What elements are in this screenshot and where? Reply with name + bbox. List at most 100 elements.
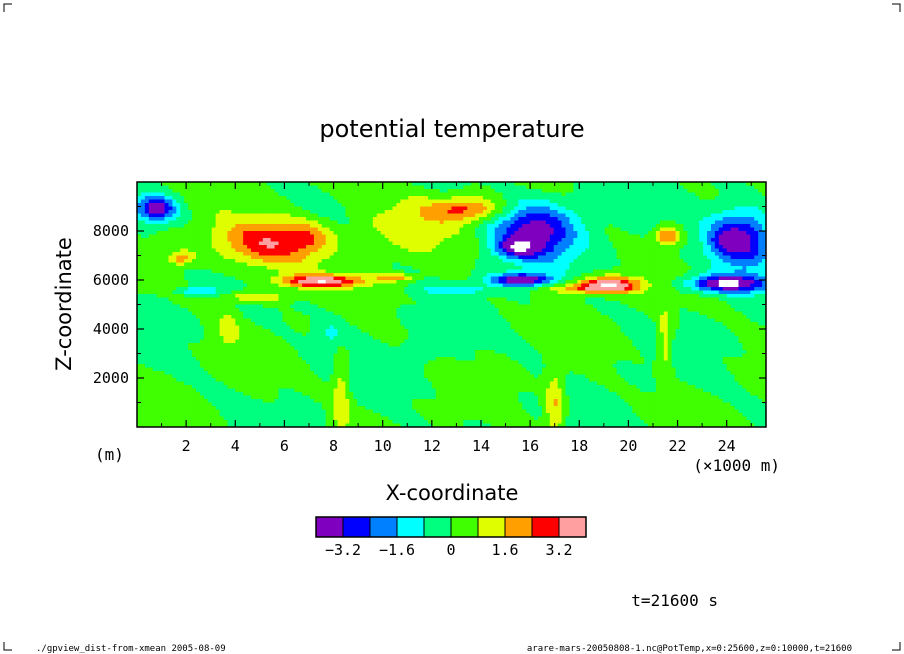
heatmap-cell [365, 248, 370, 253]
heatmap-cell [317, 283, 323, 288]
heatmap-cell [247, 199, 252, 204]
heatmap-cell [168, 287, 173, 292]
heatmap-cell [144, 199, 150, 204]
heatmap-cell [573, 227, 578, 232]
heatmap-cell [675, 283, 681, 288]
heatmap-cell [341, 231, 346, 236]
heatmap-cell [530, 238, 535, 243]
heatmap-cell [593, 227, 598, 232]
heatmap-cell [691, 192, 696, 197]
heatmap-cell [306, 262, 311, 267]
heatmap-cell [164, 255, 170, 260]
heatmap-cell [541, 241, 547, 246]
heatmap-cell [404, 192, 409, 197]
heatmap-cell [585, 182, 590, 187]
heatmap-cell [553, 241, 559, 246]
heatmap-cell [486, 231, 492, 236]
heatmap-cell [247, 248, 252, 253]
heatmap-cell [137, 185, 142, 190]
heatmap-cell [569, 269, 574, 274]
heatmap-cell [302, 241, 307, 246]
heatmap-cell [714, 276, 720, 281]
heatmap-cell [164, 262, 170, 267]
heatmap-cell [408, 273, 413, 278]
heatmap-cell [545, 203, 551, 208]
heatmap-cell [266, 259, 272, 264]
heatmap-cell [545, 234, 551, 239]
heatmap-cell [561, 255, 567, 260]
heatmap-cell [321, 283, 327, 288]
heatmap-cell [431, 199, 437, 204]
heatmap-cell [329, 220, 335, 225]
heatmap-cell [443, 241, 449, 246]
heatmap-cell [329, 255, 335, 260]
heatmap-cell [231, 196, 236, 201]
heatmap-cell [144, 217, 150, 222]
heatmap-cell [266, 210, 272, 215]
heatmap-cell [313, 182, 319, 187]
heatmap-cell [349, 273, 354, 278]
heatmap-cell [247, 196, 252, 201]
heatmap-cell [223, 227, 229, 232]
heatmap-cell [530, 220, 535, 225]
heatmap-cell [482, 182, 488, 187]
heatmap-cell [137, 259, 142, 264]
heatmap-cell [459, 287, 464, 292]
heatmap-cell [207, 220, 213, 225]
heatmap-cell [663, 245, 669, 250]
heatmap-cell [325, 252, 331, 257]
heatmap-cell [192, 220, 197, 225]
heatmap-cell [148, 192, 154, 197]
heatmap-cell [526, 185, 531, 190]
heatmap-cell [309, 210, 315, 215]
heatmap-cell [365, 182, 370, 187]
heatmap-cell [561, 252, 567, 257]
heatmap-cell [518, 245, 523, 250]
heatmap-cell [545, 185, 551, 190]
heatmap-cell [290, 185, 295, 190]
heatmap-cell [223, 196, 229, 201]
heatmap-cell [569, 203, 574, 208]
heatmap-cell [404, 182, 409, 187]
heatmap-cell [443, 280, 449, 285]
heatmap-cell [140, 273, 146, 278]
heatmap-cell [211, 259, 217, 264]
heatmap-cell [148, 262, 154, 267]
heatmap-cell [640, 241, 645, 246]
heatmap-cell [412, 182, 417, 187]
heatmap-cell [298, 255, 303, 260]
heatmap-cell [427, 182, 433, 187]
heatmap-cell [231, 241, 236, 246]
heatmap-cell [349, 248, 354, 253]
heatmap-cell [746, 266, 751, 271]
heatmap-cell [612, 182, 618, 187]
heatmap-cell [710, 273, 716, 278]
heatmap-cell [443, 262, 449, 267]
heatmap-cell [176, 213, 181, 218]
heatmap-cell [215, 210, 221, 215]
heatmap-cell [707, 283, 712, 288]
heatmap-cell [180, 192, 185, 197]
heatmap-cell [408, 182, 413, 187]
heatmap-cell [553, 224, 559, 229]
heatmap-cell [235, 273, 240, 278]
heatmap-cell [388, 213, 394, 218]
heatmap-cell [203, 189, 209, 194]
heatmap-cell [663, 192, 669, 197]
heatmap-cell [184, 255, 189, 260]
heatmap-cell [695, 266, 700, 271]
heatmap-cell [235, 280, 240, 285]
heatmap-cell [416, 255, 421, 260]
heatmap-cell [557, 217, 563, 222]
heatmap-cell [479, 255, 484, 260]
heatmap-cell [502, 220, 508, 225]
heatmap-cell [679, 248, 685, 253]
heatmap-cell [707, 241, 712, 246]
heatmap-cell [384, 269, 390, 274]
heatmap-cell [585, 196, 590, 201]
heatmap-cell [636, 199, 641, 204]
heatmap-cell [707, 245, 712, 250]
heatmap-cell [353, 206, 358, 211]
heatmap-cell [663, 196, 669, 201]
heatmap-cell [467, 252, 472, 257]
